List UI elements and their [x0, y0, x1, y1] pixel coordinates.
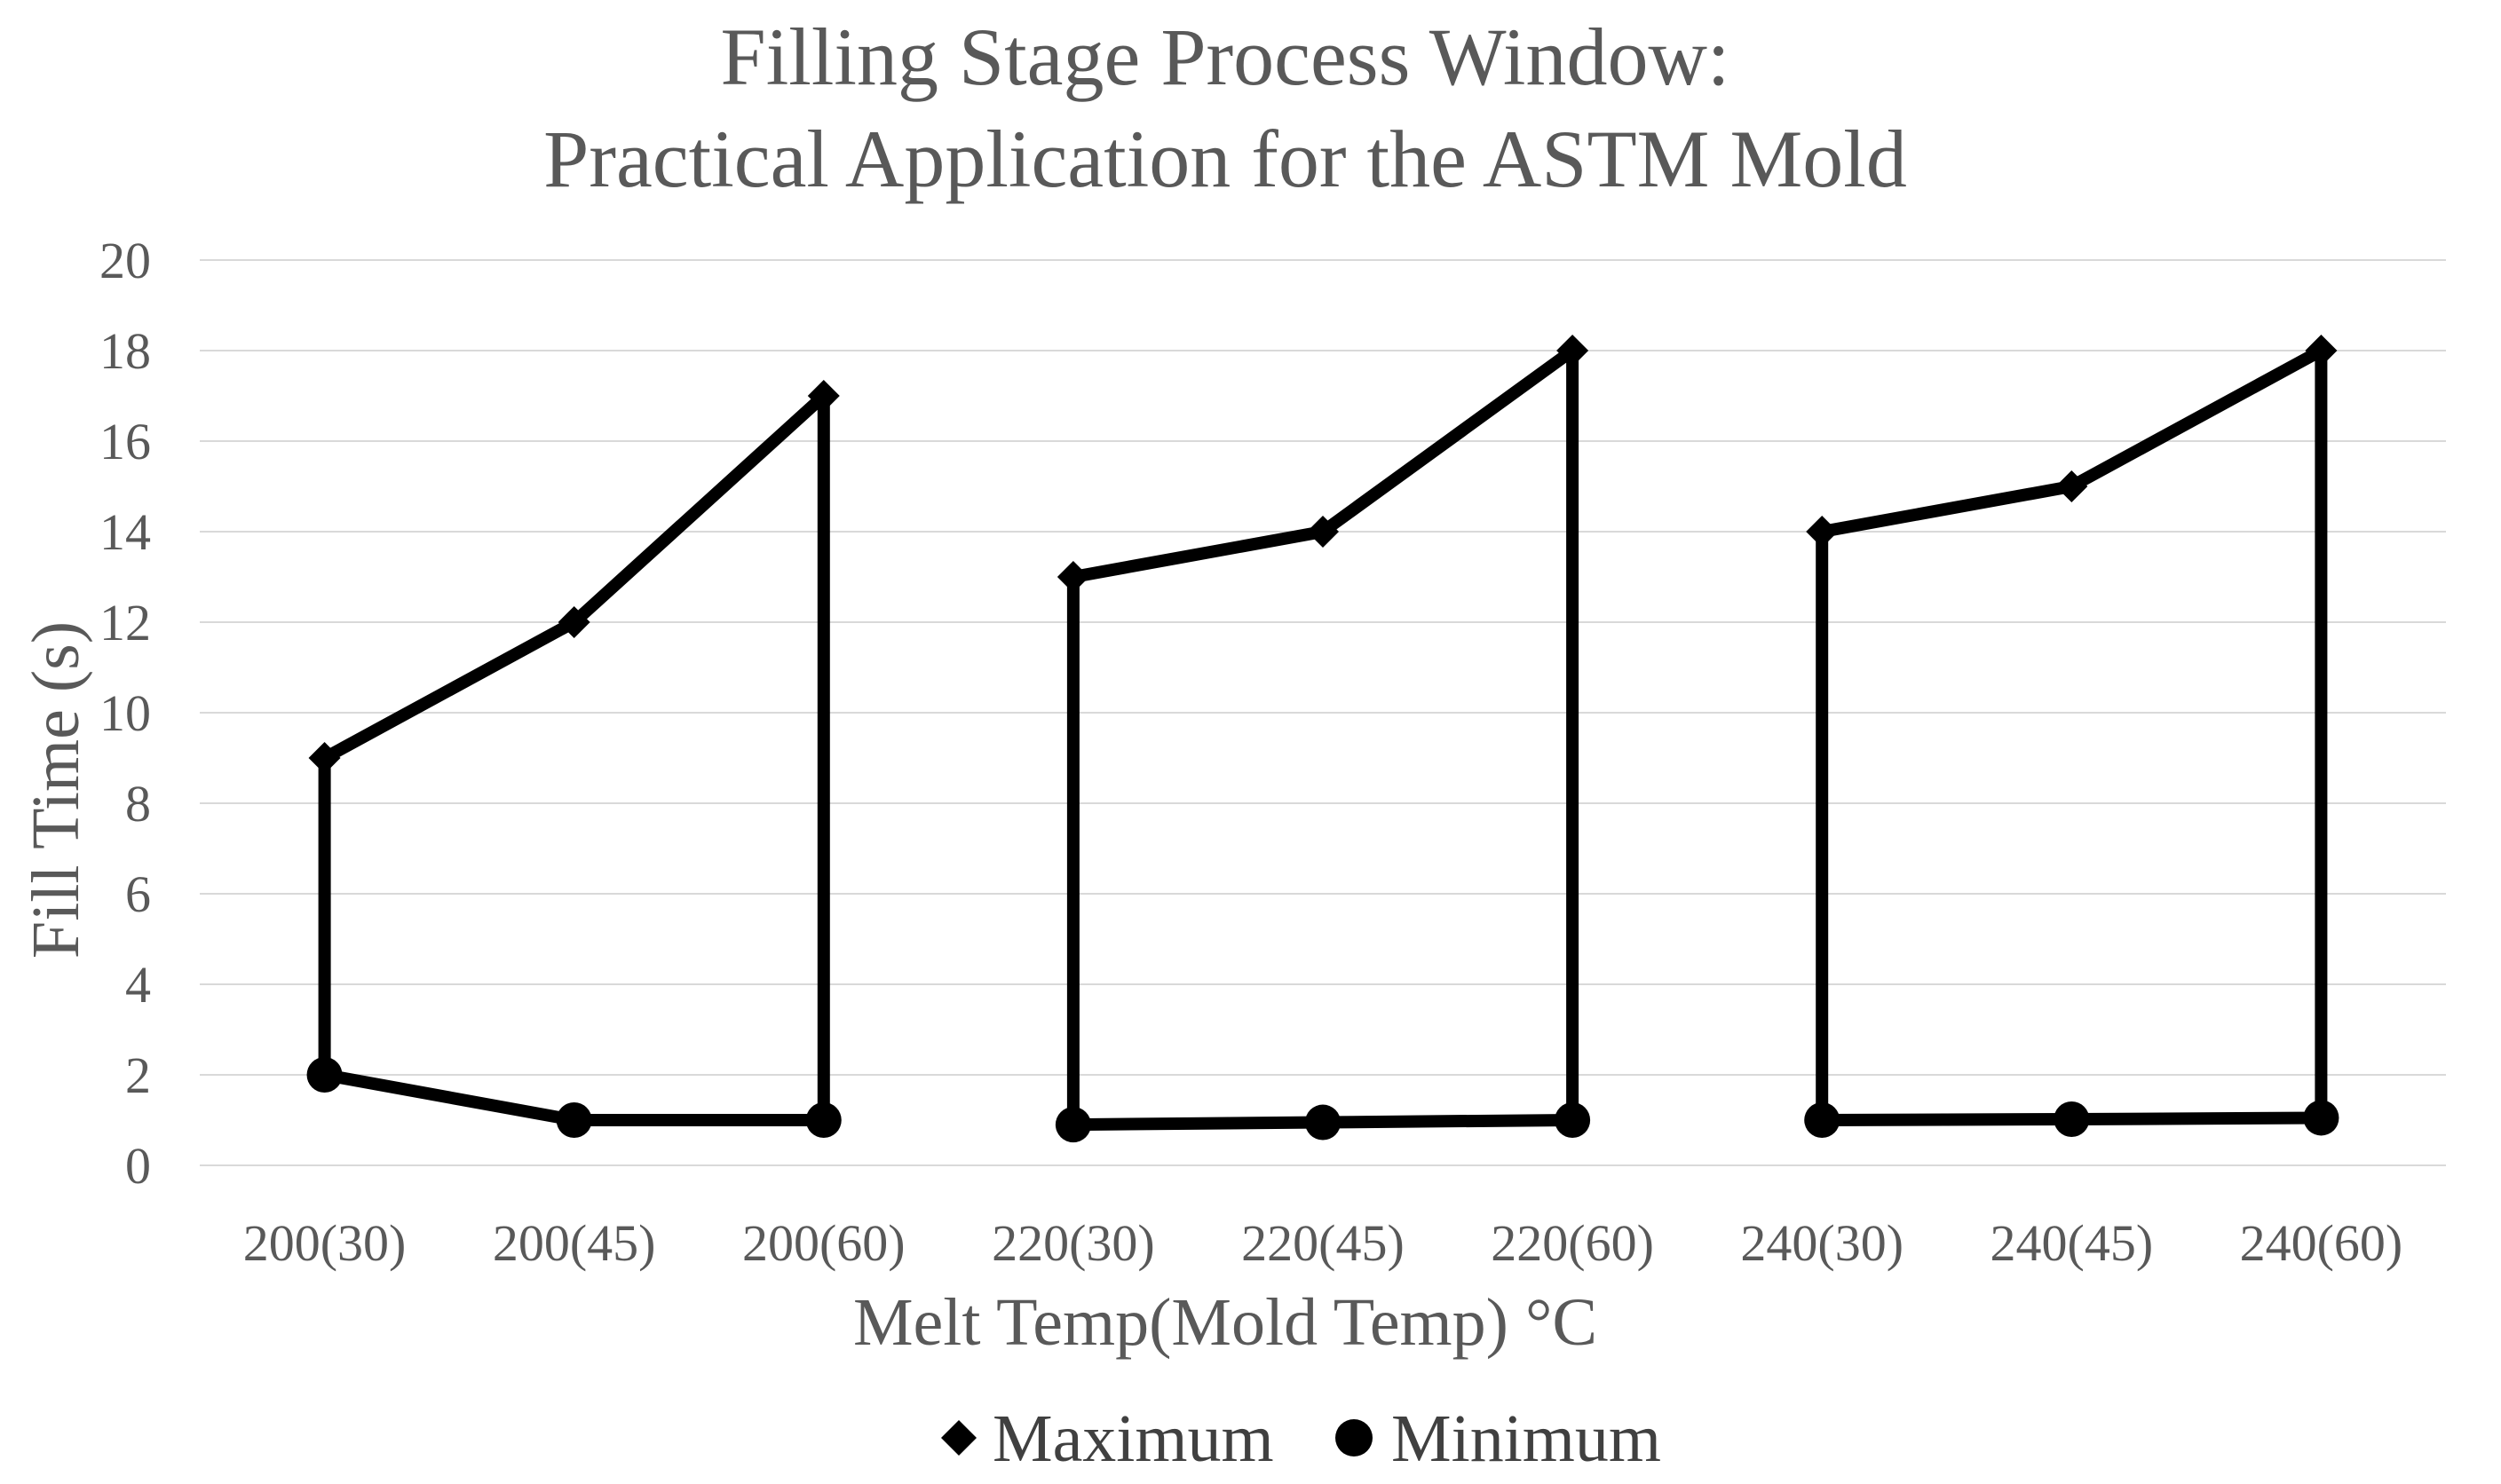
- minimum-point-200(60): [805, 1102, 842, 1138]
- circle-marker-icon: [1335, 1419, 1373, 1456]
- minimum-point-220(30): [1055, 1107, 1091, 1143]
- y-axis-title: Fill Time (s): [19, 621, 93, 959]
- chart-title-line-2: Practical Application for the ASTM Mold: [543, 114, 1907, 204]
- minimum-point-200(45): [556, 1102, 592, 1138]
- maximum-point-200(60): [807, 380, 840, 412]
- y-tick-label-2: 2: [125, 1046, 151, 1104]
- x-tick-label-240(30): 240(30): [1740, 1214, 1903, 1272]
- y-tick-label-18: 18: [99, 322, 151, 380]
- x-tick-label-220(45): 220(45): [1241, 1214, 1405, 1272]
- series-lines: [318, 344, 2328, 1132]
- legend-item-maximum: Maximum: [941, 1401, 1274, 1476]
- legend: Maximum Minimum: [941, 1401, 1661, 1476]
- y-tick-label-6: 6: [125, 865, 151, 923]
- x-tick-label-200(45): 200(45): [493, 1214, 656, 1272]
- diamond-marker-icon: [941, 1420, 977, 1456]
- x-tick-label-240(60): 240(60): [2240, 1214, 2403, 1272]
- maximum-point-200(45): [558, 606, 590, 638]
- maximum-point-240(60): [2305, 335, 2338, 367]
- y-tick-label-14: 14: [99, 503, 151, 561]
- y-tick-label-4: 4: [125, 956, 151, 1014]
- legend-item-minimum: Minimum: [1335, 1401, 1661, 1476]
- y-tick-label-0: 0: [125, 1137, 151, 1195]
- maximum-point-240(30): [1806, 516, 1839, 548]
- legend-label-maximum: Maximum: [993, 1401, 1274, 1476]
- x-tick-label-200(30): 200(30): [243, 1214, 407, 1272]
- y-tick-label-16: 16: [99, 413, 151, 470]
- maximum-point-240(45): [2055, 470, 2088, 502]
- process-window-outline-3: [1816, 344, 2328, 1126]
- minimum-point-240(45): [2054, 1101, 2090, 1137]
- x-tick-label-220(30): 220(30): [992, 1214, 1155, 1272]
- legend-label-minimum: Minimum: [1391, 1401, 1661, 1476]
- process-window-outline-1: [318, 390, 830, 1126]
- maximum-point-220(60): [1556, 335, 1589, 367]
- minimum-point-220(45): [1305, 1104, 1341, 1141]
- y-tick-label-10: 10: [99, 684, 151, 742]
- minimum-point-220(60): [1555, 1102, 1591, 1138]
- minimum-point-200(30): [306, 1057, 343, 1093]
- y-tick-label-8: 8: [125, 775, 151, 833]
- x-tick-label-240(45): 240(45): [1991, 1214, 2154, 1272]
- x-axis-ticks: 200(30) 200(45) 200(60) 220(30) 220(45) 220(6…: [243, 1214, 2403, 1272]
- chart-title-line-1: Filling Stage Process Window:: [721, 12, 1730, 102]
- y-axis-ticks: 0 2 4 6 8 10 12 14 16 18 20: [99, 232, 151, 1195]
- maximum-point-220(45): [1307, 516, 1339, 548]
- x-axis-title: Melt Temp(Mold Temp) °C: [853, 1285, 1597, 1360]
- gridlines: [200, 259, 2446, 1166]
- y-tick-label-20: 20: [99, 232, 151, 289]
- maximum-point-200(30): [308, 742, 341, 774]
- series-markers: [306, 335, 2339, 1143]
- chart-title: Filling Stage Process Window: Practical …: [543, 12, 1907, 204]
- minimum-point-240(60): [2303, 1100, 2339, 1136]
- process-window-outline-2: [1066, 344, 1579, 1132]
- y-tick-label-12: 12: [99, 594, 151, 651]
- x-tick-label-200(60): 200(60): [742, 1214, 906, 1272]
- minimum-point-240(30): [1804, 1102, 1840, 1138]
- x-tick-label-220(60): 220(60): [1491, 1214, 1654, 1272]
- maximum-point-220(30): [1057, 561, 1089, 593]
